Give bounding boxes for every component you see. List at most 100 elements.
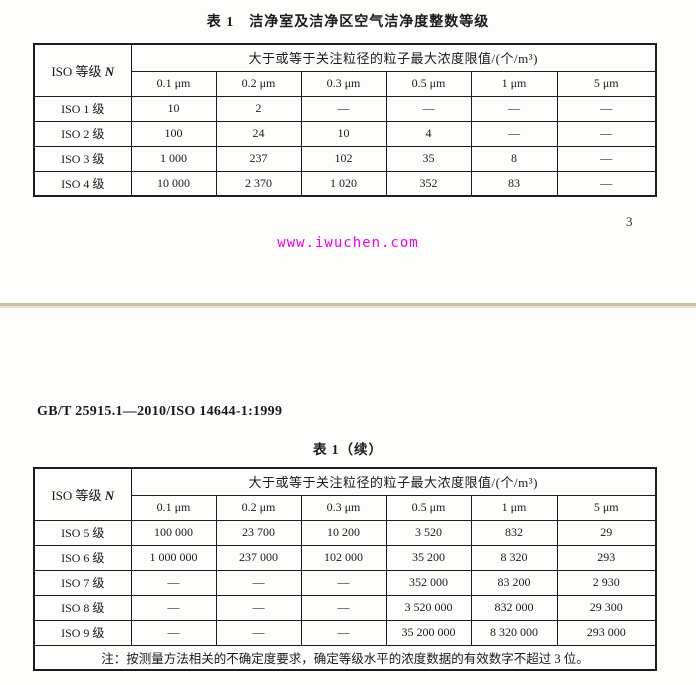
table2-title: 表 1（续）: [312, 442, 384, 457]
table1-title: 表 1 洁净室及洁净区空气洁净度整数等级: [206, 15, 490, 30]
value-cell: 29: [556, 519, 657, 546]
table-note: 注：按测量方法相关的不确定度要求，确定等级水平的浓度数据的有效数字不超过 3 位…: [33, 644, 657, 671]
cleanliness-table-continued: ISO 等级 N 大于或等于关注粒径的粒子最大浓度限值/(个/m³) 0.1 μ…: [33, 467, 657, 671]
value-cell: 100: [130, 120, 217, 147]
table-row: ISO 7 级 — — — 352 000 83 200 2 930: [33, 569, 657, 596]
page-break-divider: [0, 303, 696, 308]
iso-class-cell: ISO 4 级: [33, 170, 132, 197]
iso-class-cell: ISO 8 级: [33, 594, 132, 621]
value-cell: 23 700: [215, 519, 302, 546]
table-row: ISO 5 级 100 000 23 700 10 200 3 520 832 …: [33, 519, 657, 546]
table-row: ISO 2 级 100 24 10 4 — —: [33, 120, 657, 147]
value-cell: 2 930: [556, 569, 657, 596]
value-cell: —: [556, 145, 657, 172]
particle-size-header-row: 0.1 μm 0.2 μm 0.3 μm 0.5 μm 1 μm 5 μm: [34, 494, 657, 521]
table-header-row: ISO 等级 N 大于或等于关注粒径的粒子最大浓度限值/(个/m³): [33, 467, 657, 521]
table-row: ISO 4 级 10 000 2 370 1 020 352 83 —: [33, 170, 657, 197]
value-cell: 24: [215, 120, 302, 147]
value-cell: —: [130, 619, 217, 646]
value-cell: —: [215, 569, 302, 596]
value-cell: 3 520: [385, 519, 472, 546]
value-cell: —: [215, 619, 302, 646]
concentration-limit-header: 大于或等于关注粒径的粒子最大浓度限值/(个/m³): [130, 467, 657, 496]
iso-class-header-text: ISO 等级: [51, 487, 105, 503]
value-cell: 832: [470, 519, 558, 546]
value-cell: 100 000: [130, 519, 217, 546]
note-row: 注：按测量方法相关的不确定度要求，确定等级水平的浓度数据的有效数字不超过 3 位…: [33, 644, 657, 671]
particle-size-header: 1 μm: [470, 70, 558, 97]
value-cell: —: [556, 95, 657, 122]
particle-size-header: 0.1 μm: [130, 70, 217, 97]
cleanliness-table-1: ISO 等级 N 大于或等于关注粒径的粒子最大浓度限值/(个/m³) 0.1 μ…: [33, 43, 657, 197]
value-cell: 35 200 000: [385, 619, 472, 646]
value-cell: —: [130, 594, 217, 621]
value-cell: 10 200: [300, 519, 387, 546]
particle-size-header: 0.2 μm: [215, 70, 302, 97]
value-cell: 293 000: [556, 619, 657, 646]
iso-class-header: ISO 等级 N: [33, 43, 132, 97]
concentration-limit-header: 大于或等于关注粒径的粒子最大浓度限值/(个/m³): [130, 43, 657, 72]
particle-size-header: 5 μm: [556, 494, 657, 521]
value-cell: —: [300, 594, 387, 621]
particle-size-header: 0.2 μm: [215, 494, 302, 521]
value-cell: —: [300, 95, 387, 122]
value-cell: —: [556, 170, 657, 197]
page-number: 3: [626, 214, 633, 229]
value-cell: 2 370: [215, 170, 302, 197]
iso-class-cell: ISO 1 级: [33, 95, 132, 122]
value-cell: 102 000: [300, 544, 387, 571]
particle-size-header: 0.5 μm: [385, 494, 472, 521]
iso-class-cell: ISO 6 级: [33, 544, 132, 571]
iso-class-cell: ISO 9 级: [33, 619, 132, 646]
value-cell: 1 000: [130, 145, 217, 172]
iso-class-header-text: ISO 等级: [51, 63, 105, 79]
value-cell: 2: [215, 95, 302, 122]
value-cell: 237 000: [215, 544, 302, 571]
table-header-row: ISO 等级 N 大于或等于关注粒径的粒子最大浓度限值/(个/m³): [33, 43, 657, 97]
table-row: ISO 8 级 — — — 3 520 000 832 000 29 300: [33, 594, 657, 621]
value-cell: 83: [470, 170, 558, 197]
value-cell: 3 520 000: [385, 594, 472, 621]
value-cell: 83 200: [470, 569, 558, 596]
iso-class-header: ISO 等级 N: [33, 467, 132, 521]
value-cell: 237: [215, 145, 302, 172]
value-cell: —: [215, 594, 302, 621]
value-cell: 352 000: [385, 569, 472, 596]
value-cell: 29 300: [556, 594, 657, 621]
value-cell: —: [385, 95, 472, 122]
iso-class-cell: ISO 5 级: [33, 519, 132, 546]
value-cell: 8: [470, 145, 558, 172]
value-cell: 35: [385, 145, 472, 172]
standard-number-header: GB/T 25915.1—2010/ISO 14644-1:1999: [37, 404, 283, 419]
particle-size-header: 0.3 μm: [300, 494, 387, 521]
particle-size-header: 1 μm: [470, 494, 558, 521]
iso-class-cell: ISO 3 级: [33, 145, 132, 172]
value-cell: 4: [385, 120, 472, 147]
particle-size-header: 5 μm: [556, 70, 657, 97]
value-cell: 8 320: [470, 544, 558, 571]
value-cell: —: [556, 120, 657, 147]
value-cell: —: [130, 569, 217, 596]
particle-size-header-row: 0.1 μm 0.2 μm 0.3 μm 0.5 μm 1 μm 5 μm: [34, 70, 657, 97]
value-cell: 10 000: [130, 170, 217, 197]
value-cell: 35 200: [385, 544, 472, 571]
table-row: ISO 6 级 1 000 000 237 000 102 000 35 200…: [33, 544, 657, 571]
value-cell: —: [470, 120, 558, 147]
value-cell: 1 000 000: [130, 544, 217, 571]
iso-class-cell: ISO 2 级: [33, 120, 132, 147]
value-cell: —: [300, 569, 387, 596]
particle-size-header: 0.1 μm: [130, 494, 217, 521]
value-cell: 1 020: [300, 170, 387, 197]
table-row: ISO 3 级 1 000 237 102 35 8 —: [33, 145, 657, 172]
iso-class-cell: ISO 7 级: [33, 569, 132, 596]
value-cell: 10: [300, 120, 387, 147]
value-cell: 10: [130, 95, 217, 122]
value-cell: —: [300, 619, 387, 646]
iso-class-header-n: N: [104, 63, 115, 79]
watermark-text: www.iwuchen.com: [277, 235, 419, 251]
particle-size-header: 0.3 μm: [300, 70, 387, 97]
value-cell: 293: [556, 544, 657, 571]
value-cell: 352: [385, 170, 472, 197]
value-cell: 102: [300, 145, 387, 172]
